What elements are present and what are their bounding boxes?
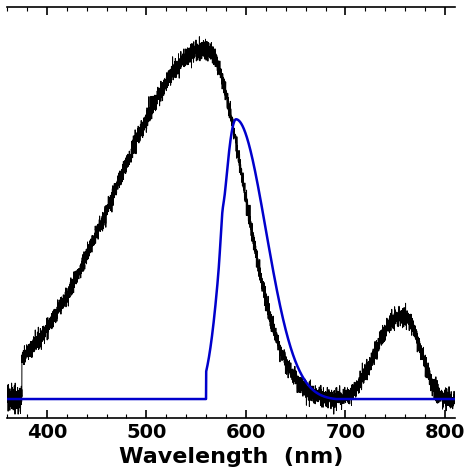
X-axis label: Wavelength  (nm): Wavelength (nm) [119, 447, 343, 467]
